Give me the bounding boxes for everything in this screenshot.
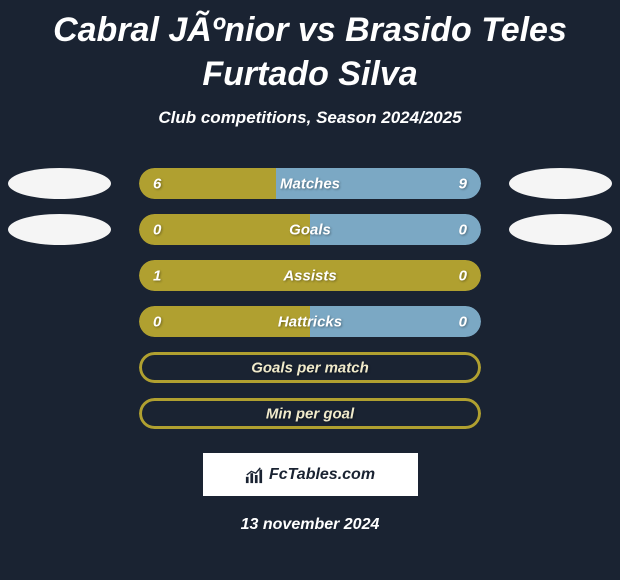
stat-bar: 0 Goals 0 xyxy=(139,214,481,245)
stat-bar: Min per goal xyxy=(139,398,481,429)
chart-icon xyxy=(245,466,263,484)
badge-text: FcTables.com xyxy=(269,466,375,484)
stat-row: Goals per match xyxy=(8,352,612,383)
stat-row: 0 Hattricks 0 xyxy=(8,306,612,337)
player-right-ellipse xyxy=(509,168,612,199)
date-text: 13 november 2024 xyxy=(0,516,620,534)
subtitle: Club competitions, Season 2024/2025 xyxy=(0,108,620,128)
stat-value-right: 9 xyxy=(459,175,467,192)
stat-label: Min per goal xyxy=(266,405,354,422)
stat-label: Hattricks xyxy=(278,313,342,330)
player-left-ellipse xyxy=(8,168,111,199)
stat-rows: 6 Matches 9 0 Goals 0 1 Assists 0 0 Hattricks 0 Goal… xyxy=(0,168,620,429)
stat-bar: 0 Hattricks 0 xyxy=(139,306,481,337)
stat-row: 0 Goals 0 xyxy=(8,214,612,245)
stat-bar: 1 Assists 0 xyxy=(139,260,481,291)
stat-value-left: 0 xyxy=(153,313,161,330)
stat-value-right: 0 xyxy=(459,267,467,284)
page-title: Cabral JÃºnior vs Brasido Teles Furtado … xyxy=(0,0,620,96)
stat-label: Goals xyxy=(289,221,331,238)
comparison-card: Cabral JÃºnior vs Brasido Teles Furtado … xyxy=(0,0,620,580)
stat-value-left: 1 xyxy=(153,267,161,284)
stat-row: 1 Assists 0 xyxy=(8,260,612,291)
stat-label: Assists xyxy=(283,267,336,284)
stat-row: 6 Matches 9 xyxy=(8,168,612,199)
stat-label: Matches xyxy=(280,175,340,192)
player-right-ellipse xyxy=(509,214,612,245)
stat-value-right: 0 xyxy=(459,313,467,330)
stat-bar: 6 Matches 9 xyxy=(139,168,481,199)
stat-label: Goals per match xyxy=(251,359,369,376)
player-left-ellipse xyxy=(8,214,111,245)
stat-value-right: 0 xyxy=(459,221,467,238)
stat-row: Min per goal xyxy=(8,398,612,429)
stat-value-left: 0 xyxy=(153,221,161,238)
stat-bar: Goals per match xyxy=(139,352,481,383)
fctables-badge[interactable]: FcTables.com xyxy=(203,453,418,496)
stat-value-left: 6 xyxy=(153,175,161,192)
